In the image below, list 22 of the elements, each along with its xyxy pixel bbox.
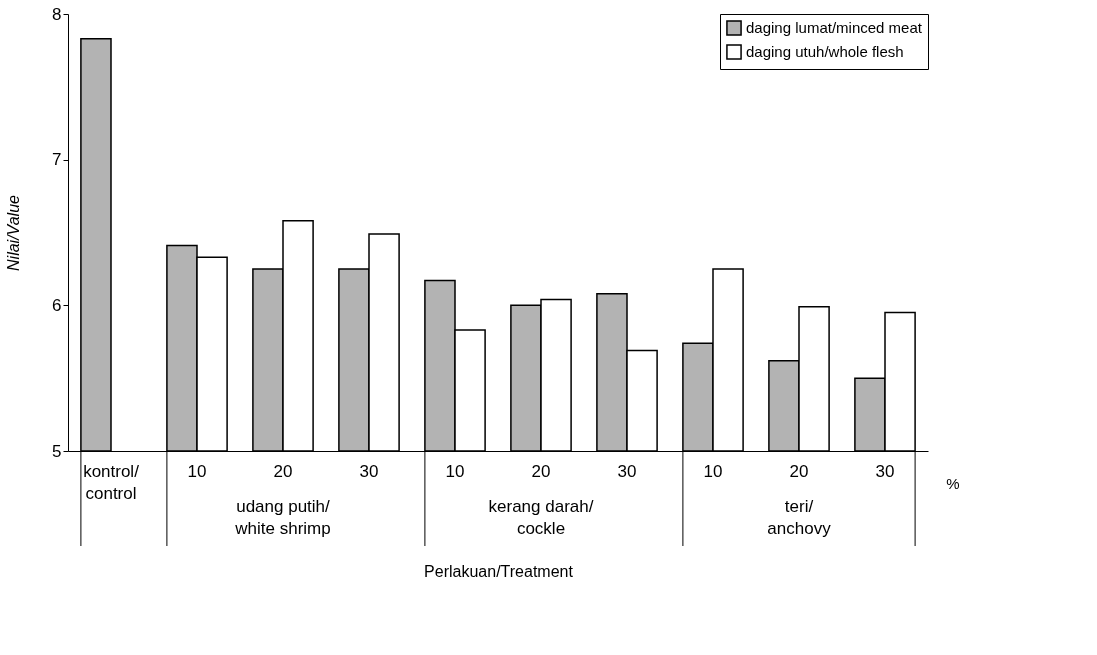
text: %	[946, 475, 960, 492]
x-tick-label: 30	[617, 461, 637, 481]
y-tick-label: 6	[52, 295, 62, 315]
x-tick-label: 30	[359, 461, 379, 481]
y-axis-title: Nilai/Value	[5, 194, 23, 271]
x-tick-label: kontrol/control	[83, 461, 140, 503]
x-tick-label: 20	[789, 461, 809, 481]
x-tick-label: 20	[531, 461, 551, 481]
text: kerang darah/cockle	[488, 497, 594, 538]
x-tick-label: 10	[187, 461, 207, 481]
y-tick-label: 8	[52, 4, 62, 24]
text: teri/anchovy	[767, 497, 832, 538]
legend-label: daging lumat/minced meat	[746, 19, 923, 36]
x-axis-title: Perlakuan/Treatment	[424, 562, 574, 580]
legend-label: daging utuh/whole flesh	[746, 43, 904, 60]
x-tick-label: 10	[703, 461, 723, 481]
x-tick-label: 10	[445, 461, 465, 481]
y-tick-label: 7	[52, 150, 62, 170]
x-tick-label: 30	[875, 461, 895, 481]
text: udang putih/white shrimp	[234, 497, 331, 538]
y-tick-label: 5	[52, 441, 62, 461]
x-tick-label: 20	[273, 461, 293, 481]
